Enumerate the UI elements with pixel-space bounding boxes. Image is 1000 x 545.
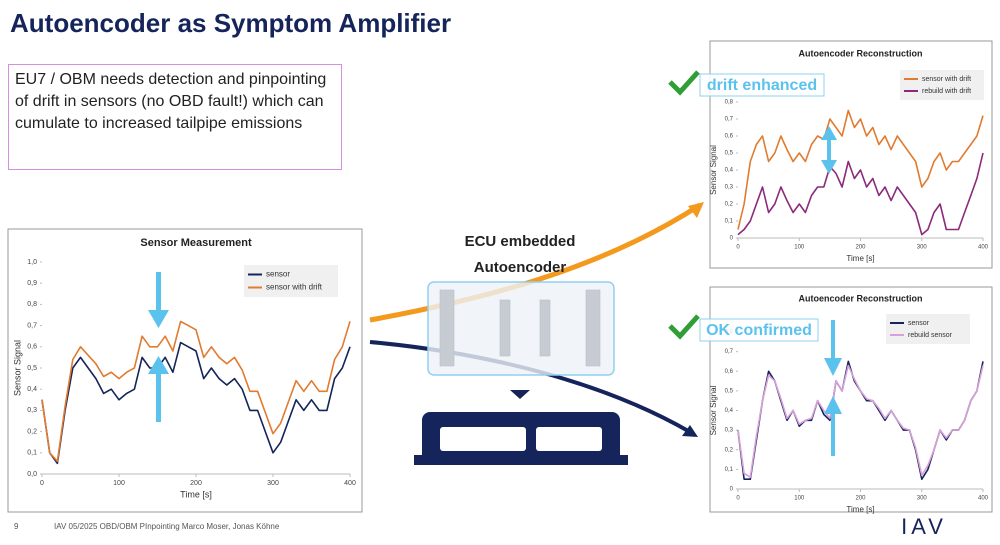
y-tick-label: 0,9 bbox=[27, 280, 37, 287]
series-line bbox=[737, 109, 984, 230]
y-tick-label: 0,7 bbox=[27, 322, 37, 329]
legend-box bbox=[900, 70, 984, 100]
x-tick-label: 200 bbox=[190, 480, 202, 487]
legend-box bbox=[244, 265, 338, 297]
note-box: EU7 / OBM needs detection and pinpointin… bbox=[8, 64, 342, 170]
chart-title: Autoencoder Reconstruction bbox=[798, 293, 922, 303]
x-tick-label: 0 bbox=[40, 480, 44, 487]
network-image bbox=[427, 281, 615, 376]
y-tick-label: 0,3 bbox=[27, 407, 37, 414]
callout: OK confirmed bbox=[706, 322, 812, 339]
series-line bbox=[41, 320, 351, 463]
page-number: 9 bbox=[14, 522, 19, 531]
y-tick-label: 0,6 bbox=[725, 369, 734, 375]
network-nodes bbox=[439, 289, 601, 367]
legend-label: sensor with drift bbox=[922, 76, 971, 83]
checkmark bbox=[668, 70, 700, 96]
y-tick-label: 0,5 bbox=[725, 151, 734, 157]
series-line bbox=[737, 364, 984, 478]
y-tick-label: 0,7 bbox=[725, 117, 734, 123]
logo: IAV bbox=[901, 514, 947, 539]
connector bbox=[440, 427, 526, 451]
y-tick-label: 0 bbox=[730, 236, 734, 242]
x-tick-label: 100 bbox=[113, 480, 125, 487]
y-tick-label: 0,1 bbox=[725, 219, 734, 225]
charts: Sensor Measurement Time [s] Sensor Signal 0… bbox=[12, 48, 988, 514]
y-tick-label: 0,1 bbox=[27, 450, 37, 457]
highlight-arrows bbox=[148, 126, 842, 456]
y-tick-label: 0,7 bbox=[725, 349, 734, 355]
legend-label: rebuild sensor bbox=[908, 332, 953, 339]
x-axis-label: Time [s] bbox=[846, 505, 874, 514]
y-tick-label: 0,4 bbox=[725, 408, 734, 414]
x-tick-label: 0 bbox=[736, 245, 740, 251]
y-tick-label: 0,2 bbox=[725, 202, 734, 208]
y-tick-label: 0,1 bbox=[725, 467, 734, 473]
legend-label: sensor with drift bbox=[266, 283, 323, 292]
callout-box bbox=[699, 73, 825, 97]
connector bbox=[536, 427, 602, 451]
ecu-label: Autoencoder bbox=[474, 259, 567, 276]
x-tick-label: 100 bbox=[794, 245, 805, 251]
y-tick-label: 0,6 bbox=[725, 134, 734, 140]
y-tick-label: 0,0 bbox=[27, 471, 37, 478]
series-line bbox=[737, 152, 984, 236]
callout: drift enhanced bbox=[707, 77, 817, 94]
y-tick-label: 0,6 bbox=[27, 344, 37, 351]
y-tick-label: 0,5 bbox=[725, 388, 734, 394]
arrow-head bbox=[688, 202, 704, 218]
slide-title: Autoencoder as Symptom Amplifier bbox=[10, 8, 452, 38]
callout-box bbox=[699, 318, 819, 342]
chart-title: Autoencoder Reconstruction bbox=[798, 48, 922, 58]
x-tick-label: 100 bbox=[794, 496, 805, 502]
ecu-label: ECU embedded bbox=[465, 233, 576, 250]
x-tick-label: 400 bbox=[978, 245, 989, 251]
x-tick-label: 300 bbox=[917, 245, 928, 251]
y-tick-label: 0,2 bbox=[27, 428, 37, 435]
x-axis-label: Time [s] bbox=[846, 254, 874, 263]
x-tick-label: 400 bbox=[978, 496, 989, 502]
y-axis-label: Sensor Signal bbox=[12, 340, 22, 396]
y-tick-label: 0,5 bbox=[27, 365, 37, 372]
checkmark bbox=[668, 314, 700, 340]
y-tick-label: 0 bbox=[730, 487, 734, 493]
arrow-head bbox=[682, 425, 698, 437]
y-tick-label: 0,8 bbox=[725, 100, 734, 106]
y-tick-label: 0,3 bbox=[725, 185, 734, 191]
x-tick-label: 200 bbox=[855, 496, 866, 502]
y-tick-label: 1,0 bbox=[27, 259, 37, 266]
y-tick-label: 0,2 bbox=[725, 447, 734, 453]
y-tick-label: 0,4 bbox=[27, 386, 37, 393]
y-axis-label: Sensor Signal bbox=[709, 145, 718, 195]
series-line bbox=[41, 341, 351, 465]
chart-title: Sensor Measurement bbox=[140, 237, 252, 249]
ecu-base bbox=[414, 455, 628, 465]
x-axis-label: Time [s] bbox=[180, 489, 212, 499]
legend-label: sensor bbox=[266, 270, 290, 279]
legend-box bbox=[886, 314, 970, 344]
y-axis-label: Sensor Signal bbox=[709, 385, 718, 435]
x-tick-label: 200 bbox=[855, 245, 866, 251]
legend-label: sensor bbox=[908, 320, 930, 327]
y-tick-label: 0,4 bbox=[725, 168, 734, 174]
footer-text: IAV 05/2025 OBD/OBM PInpointing Marco Mo… bbox=[54, 522, 280, 531]
y-tick-label: 0,3 bbox=[725, 428, 734, 434]
y-tick-label: 0,8 bbox=[27, 301, 37, 308]
x-tick-label: 0 bbox=[736, 496, 740, 502]
x-tick-label: 300 bbox=[917, 496, 928, 502]
legend-label: rebuild with drift bbox=[922, 88, 971, 95]
x-tick-label: 400 bbox=[344, 480, 356, 487]
x-tick-label: 300 bbox=[267, 480, 279, 487]
flow-arrow bbox=[369, 202, 702, 323]
down-arrow bbox=[510, 390, 530, 399]
